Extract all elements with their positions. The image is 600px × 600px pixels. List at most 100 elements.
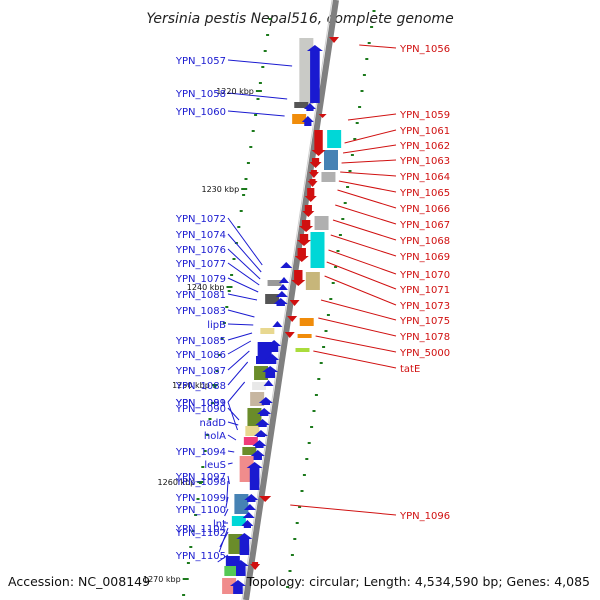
left-gene-label: YPN_1105 <box>175 551 226 562</box>
right-gene-label: YPN_1066 <box>399 204 450 215</box>
right-tick <box>346 186 350 188</box>
right-gene-label: YPN_1062 <box>399 141 450 152</box>
left-tick <box>237 226 241 228</box>
left-gene-label: YPN_1076 <box>175 245 226 256</box>
left-tick <box>256 98 260 100</box>
forward-gene-arrow <box>301 116 314 126</box>
left-tick <box>186 562 190 564</box>
left-gene-label: YPN_1058 <box>175 89 226 100</box>
right-tick <box>372 10 376 12</box>
map-title: Yersinia pestis Nepal516, complete genom… <box>146 11 453 27</box>
left-tick <box>261 66 265 68</box>
reverse-gene-arrow <box>307 179 318 187</box>
right-leader-line <box>313 350 397 369</box>
right-tick <box>353 138 357 140</box>
forward-gene-arrow <box>243 504 256 510</box>
outer-gene-block <box>225 556 240 566</box>
reverse-gene-arrow <box>318 114 327 118</box>
reverse-gene-arrow <box>297 234 311 246</box>
inner-gene-block <box>321 172 336 182</box>
outer-gene-block <box>247 408 262 426</box>
left-leader-line <box>227 381 246 403</box>
left-leader-line <box>224 508 229 517</box>
forward-gene-arrow <box>258 397 273 405</box>
right-leader-line <box>342 144 397 154</box>
right-leader-line <box>326 261 397 290</box>
reverse-gene-arrow <box>299 220 314 232</box>
left-gene-label: YPN_1097 <box>175 472 226 483</box>
reverse-gene-arrow <box>291 270 306 286</box>
right-leader-line <box>328 249 397 275</box>
right-gene-label: YPN_1063 <box>399 156 450 167</box>
left-tick <box>194 514 198 516</box>
left-tick <box>189 546 193 548</box>
outer-gene-block <box>265 294 280 304</box>
forward-gene-arrow <box>246 462 263 490</box>
outer-gene-block <box>267 280 282 286</box>
inner-gene-block <box>314 216 329 230</box>
left-leader-line <box>227 450 235 453</box>
forward-gene-arrow <box>280 262 293 268</box>
right-gene-label: YPN_1069 <box>399 252 450 263</box>
left-leader-line <box>227 59 293 67</box>
right-tick <box>324 330 328 332</box>
left-gene-label: YPN_1085 <box>175 336 226 347</box>
right-tick <box>334 266 338 268</box>
forward-gene-arrow <box>250 450 265 460</box>
outer-gene-block <box>292 114 307 124</box>
inner-gene-block <box>324 150 338 170</box>
right-tick <box>365 58 369 60</box>
left-tick <box>210 402 214 404</box>
left-leader-line <box>225 496 229 509</box>
right-gene-label: YPN_1064 <box>399 172 450 183</box>
left-leader-line <box>227 421 239 426</box>
reverse-gene-arrow <box>259 496 272 502</box>
forward-gene-arrow <box>229 580 246 594</box>
outer-gene-block <box>242 447 257 455</box>
forward-gene-arrow <box>273 298 288 306</box>
right-gene-label: YPN_1075 <box>399 316 450 327</box>
right-gene-label: YPN_1070 <box>399 270 450 281</box>
right-leader-line <box>344 129 397 144</box>
accession-text: Accession: NC_008149 <box>8 574 150 589</box>
left-tick <box>258 82 262 84</box>
kbp-scale: 1220 kbp 1230 kbp 1240 kbp 1250 kbp 1260 kbp… <box>143 87 262 584</box>
kbp-label: 1250 kbp <box>172 381 210 390</box>
right-tick <box>358 106 362 108</box>
reverse-gene-arrow <box>302 205 315 217</box>
left-leader-line <box>227 217 263 266</box>
right-tick <box>305 458 309 460</box>
left-gene-label: YPN_1098 <box>175 477 226 488</box>
kbp-label: 1240 kbp <box>187 283 225 292</box>
forward-gene-arrow <box>279 277 289 283</box>
forward-gene-arrow <box>232 560 249 576</box>
right-tick <box>312 410 316 412</box>
right-leader-line <box>338 180 397 193</box>
right-tick <box>341 218 345 220</box>
left-tick <box>220 338 224 340</box>
right-leader-line <box>347 113 397 121</box>
right-leader-line <box>290 504 397 516</box>
right-tick <box>295 522 299 524</box>
reverse-gene-arrow <box>289 300 300 306</box>
left-tick <box>232 258 236 260</box>
left-gene-label: YPN_1086 <box>175 350 226 361</box>
left-leader-line <box>227 248 261 280</box>
reverse-gene-arrow <box>304 188 317 202</box>
outer-gene-block <box>222 578 237 594</box>
forward-gene-arrow <box>257 408 272 416</box>
forward-gene-arrow <box>272 321 283 327</box>
forward-gene-arrow <box>255 419 270 427</box>
forward-gene-arrow <box>253 430 268 437</box>
left-tick <box>249 146 253 148</box>
left-gene-label: nadD <box>199 418 226 429</box>
left-gene-label: YPN_1079 <box>175 274 226 285</box>
left-leader-line <box>227 340 252 355</box>
label-leader-lines <box>217 44 397 563</box>
reverse-gene-arrow <box>287 316 298 322</box>
left-leader-line <box>227 233 262 273</box>
forward-gene-arrow <box>275 291 288 297</box>
left-leader-line <box>227 92 288 100</box>
kbp-label: 1230 kbp <box>201 185 239 194</box>
left-gene-label: YPN_1060 <box>175 107 226 118</box>
